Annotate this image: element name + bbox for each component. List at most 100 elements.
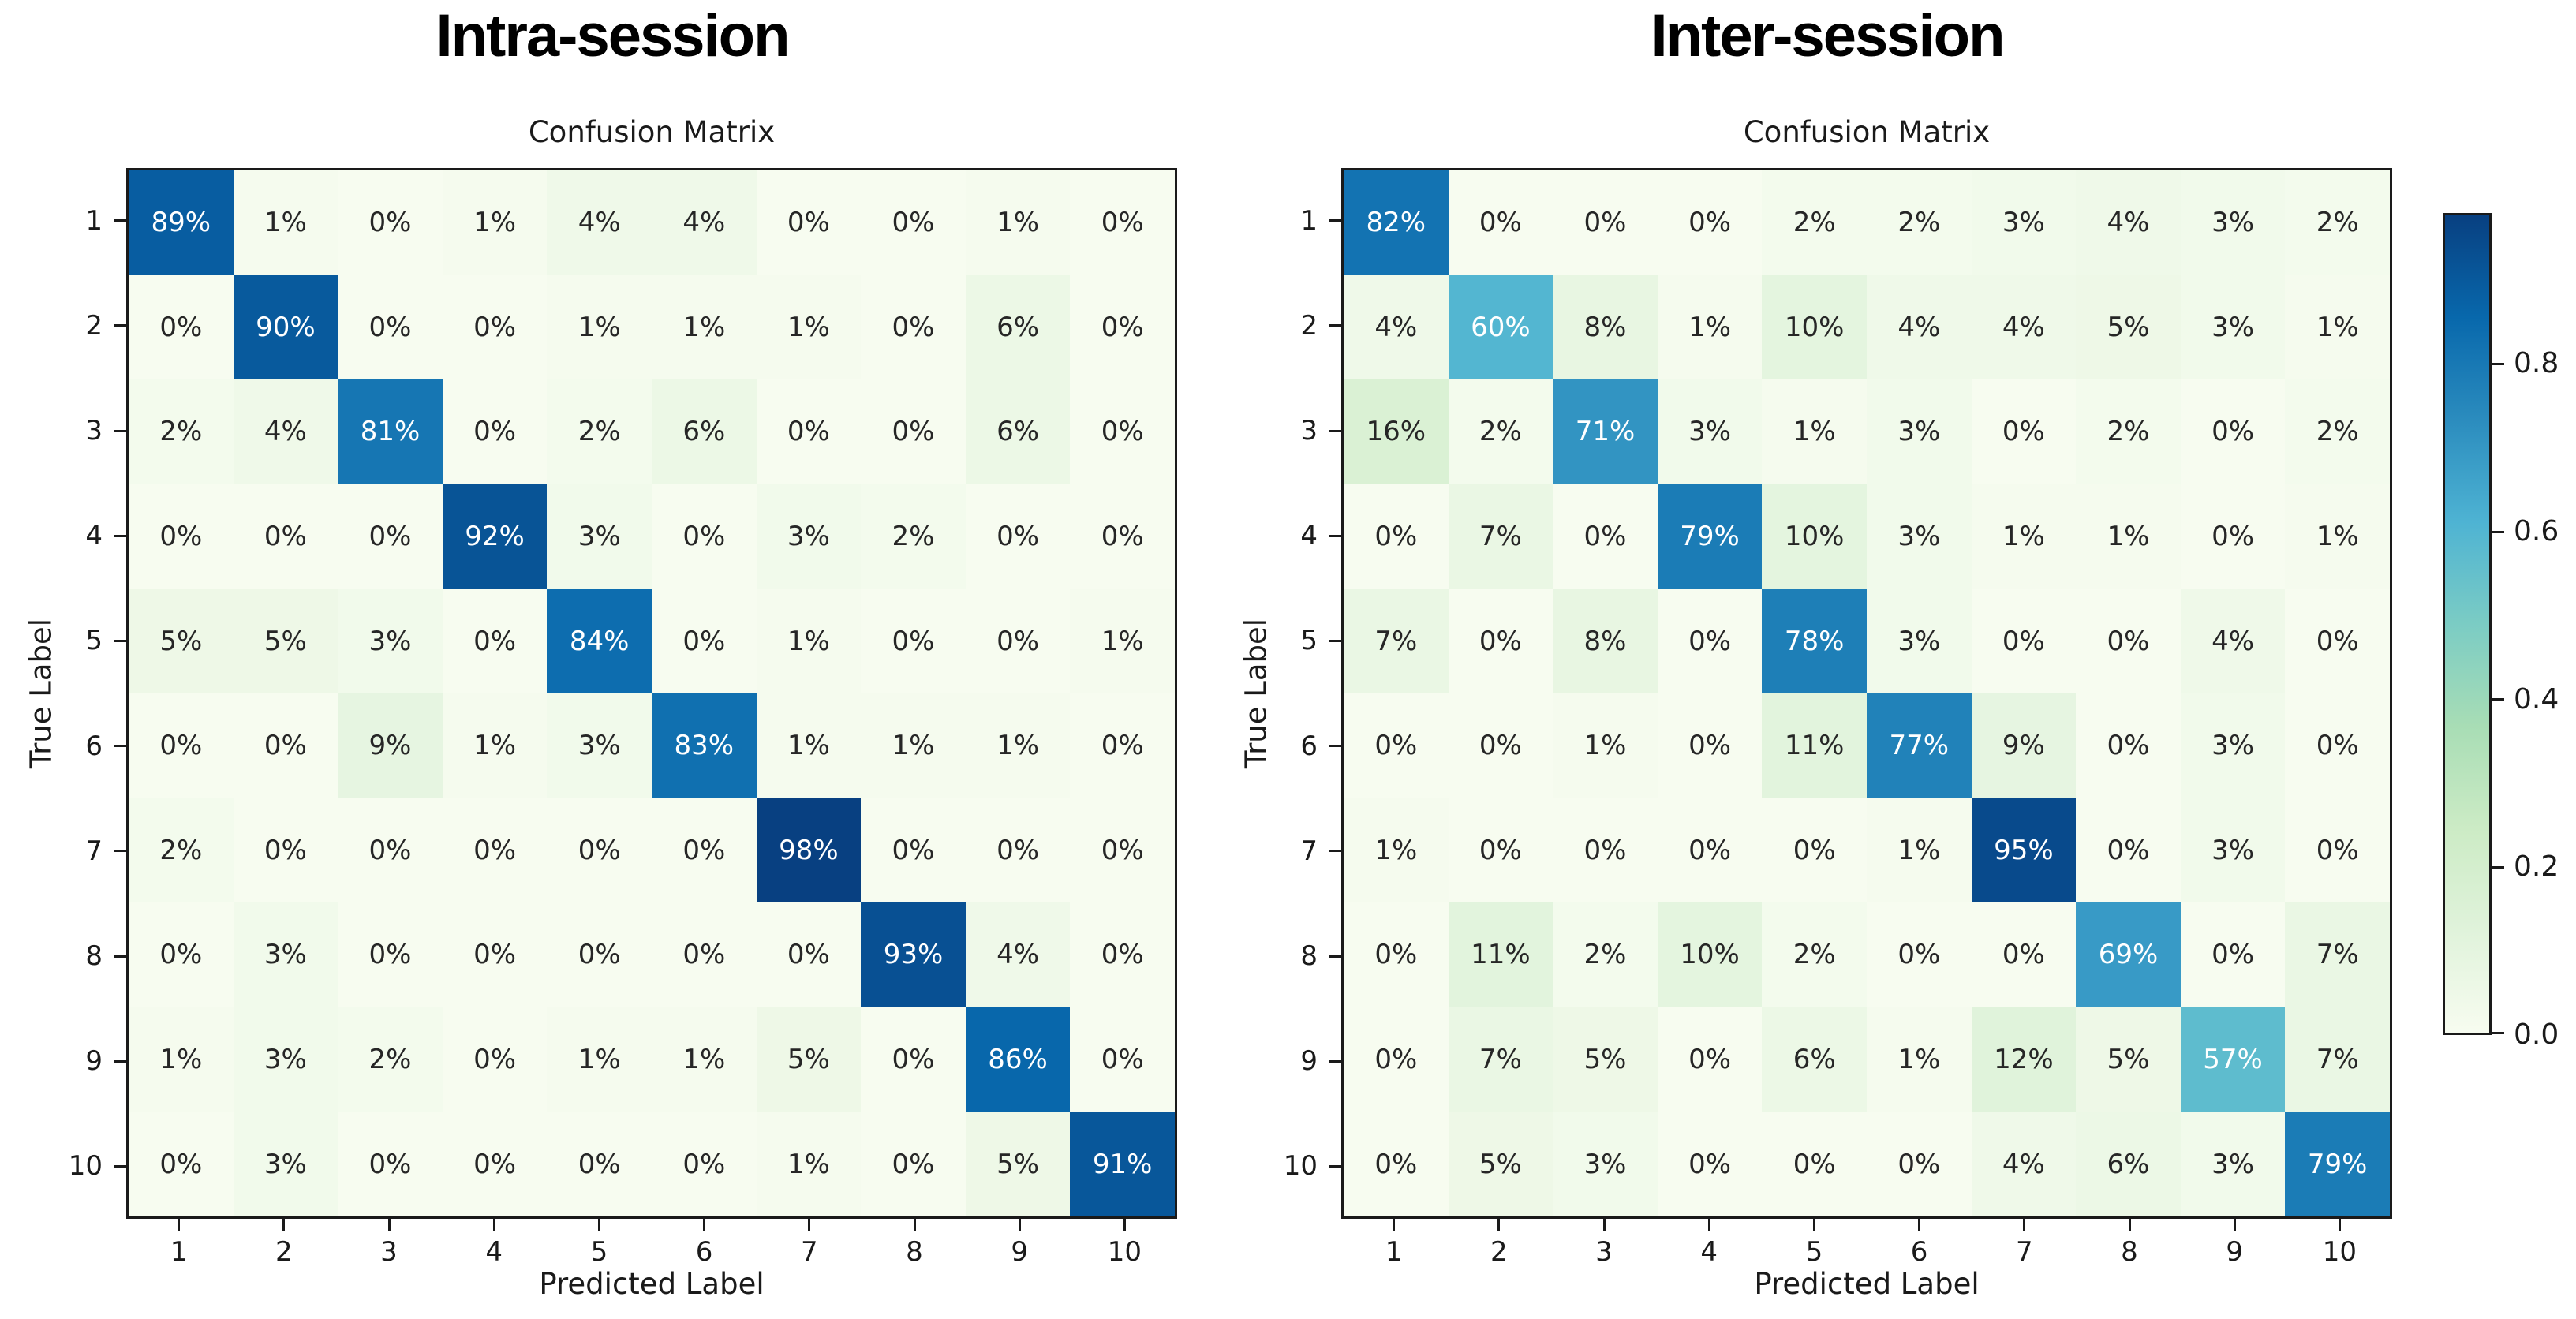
matrix-cell: 71% — [1553, 379, 1658, 484]
x-tick-label: 2 — [1490, 1236, 1508, 1268]
matrix-cell: 4% — [233, 379, 338, 484]
matrix-cell: 0% — [1070, 275, 1175, 380]
matrix-cell: 8% — [1553, 275, 1658, 380]
y-tick-mark — [1329, 639, 1341, 642]
x-tick-mark — [703, 1219, 706, 1231]
matrix-cell: 0% — [338, 798, 443, 903]
y-tick-label: 9 — [85, 1045, 103, 1078]
matrix-cell: 0% — [861, 1007, 966, 1112]
matrix-cell: 0% — [1762, 1112, 1867, 1216]
matrix-cell: 0% — [1344, 693, 1449, 798]
y-tick-label: 3 — [85, 415, 103, 447]
x-tick-mark — [1393, 1219, 1396, 1231]
y-tick-label: 2 — [1300, 309, 1318, 342]
matrix-cell: 2% — [2285, 170, 2390, 275]
x-tick-label: 1 — [1385, 1236, 1403, 1268]
panel-title: Intra-session — [436, 2, 790, 69]
matrix-cell: 0% — [1553, 798, 1658, 903]
matrix-cell: 0% — [965, 798, 1071, 903]
matrix-cell: 3% — [1867, 484, 1972, 589]
y-tick-label: 1 — [1300, 204, 1318, 237]
x-tick-label: 8 — [906, 1236, 923, 1268]
y-tick-label: 5 — [85, 625, 103, 657]
x-tick-mark — [1018, 1219, 1021, 1231]
matrix-cell: 82% — [1344, 170, 1449, 275]
matrix-cell: 9% — [338, 693, 443, 798]
matrix-cell: 6% — [652, 379, 757, 484]
colorbar-tick-label: 0.6 — [2514, 515, 2559, 548]
y-tick-label: 6 — [85, 730, 103, 762]
matrix-cell: 5% — [965, 1112, 1071, 1216]
matrix-cell: 2% — [2285, 379, 2390, 484]
matrix-cell: 0% — [547, 902, 652, 1007]
matrix-cell: 0% — [2285, 798, 2390, 903]
matrix-cell: 0% — [338, 1112, 443, 1216]
matrix-cell: 0% — [2180, 902, 2286, 1007]
matrix-cell: 2% — [861, 484, 966, 589]
y-tick-mark — [114, 534, 126, 537]
x-tick-mark — [492, 1219, 495, 1231]
y-tick-label: 10 — [68, 1150, 103, 1183]
matrix-cell: 0% — [233, 798, 338, 903]
y-tick-mark — [114, 745, 126, 748]
matrix-cell: 0% — [442, 902, 548, 1007]
matrix-cell: 0% — [2076, 589, 2181, 693]
matrix-cell: 1% — [1344, 798, 1449, 903]
matrix-cell: 1% — [547, 275, 652, 380]
matrix-cell: 4% — [1971, 1112, 2077, 1216]
matrix-cell: 3% — [1657, 379, 1763, 484]
x-tick-mark — [1602, 1219, 1606, 1231]
matrix-cell: 5% — [1553, 1007, 1658, 1112]
matrix-cell: 83% — [652, 693, 757, 798]
matrix-cell: 4% — [2180, 589, 2286, 693]
matrix-cell: 0% — [756, 379, 862, 484]
matrix-cell: 0% — [1657, 589, 1763, 693]
matrix-cell: 0% — [129, 484, 234, 589]
matrix-cell: 1% — [1657, 275, 1763, 380]
matrix-cell: 3% — [547, 484, 652, 589]
matrix-cell: 78% — [1762, 589, 1867, 693]
matrix-cell: 0% — [338, 170, 443, 275]
y-tick-mark — [114, 1059, 126, 1063]
matrix-cell: 2% — [547, 379, 652, 484]
matrix-cell: 0% — [652, 1112, 757, 1216]
matrix-cell: 89% — [129, 170, 234, 275]
matrix-cell: 1% — [233, 170, 338, 275]
x-tick-label: 4 — [485, 1236, 503, 1268]
matrix-cell: 3% — [233, 902, 338, 1007]
matrix-cell: 0% — [965, 589, 1071, 693]
matrix-cell: 0% — [338, 484, 443, 589]
matrix-cell: 0% — [2076, 798, 2181, 903]
colorbar-tick-mark — [2492, 362, 2504, 365]
matrix-cell: 1% — [965, 693, 1071, 798]
matrix-cell: 3% — [756, 484, 862, 589]
x-tick-label: 9 — [1011, 1236, 1028, 1268]
colorbar-gradient — [2445, 215, 2489, 1033]
x-tick-label: 5 — [1805, 1236, 1823, 1268]
matrix-cell: 0% — [129, 693, 234, 798]
matrix-cell: 0% — [1657, 693, 1763, 798]
x-tick-label: 7 — [800, 1236, 818, 1268]
matrix-cell: 0% — [1448, 798, 1553, 903]
matrix-cell: 9% — [1971, 693, 2077, 798]
matrix-cell: 1% — [547, 1007, 652, 1112]
x-tick-mark — [1497, 1219, 1501, 1231]
matrix-cell: 0% — [1448, 693, 1553, 798]
y-tick-mark — [114, 429, 126, 432]
matrix-cell: 2% — [2076, 379, 2181, 484]
matrix-cell: 79% — [2285, 1112, 2390, 1216]
matrix-cell: 1% — [1070, 589, 1175, 693]
matrix-cell: 0% — [442, 275, 548, 380]
matrix-cell: 1% — [861, 693, 966, 798]
matrix-cell: 0% — [129, 1112, 234, 1216]
y-tick-label: 3 — [1300, 415, 1318, 447]
matrix-cell: 0% — [442, 798, 548, 903]
matrix-cell: 0% — [1971, 902, 2077, 1007]
matrix-cell: 0% — [2285, 693, 2390, 798]
matrix-cell: 4% — [965, 902, 1071, 1007]
matrix-cell: 10% — [1762, 275, 1867, 380]
matrix-cell: 6% — [2076, 1112, 2181, 1216]
x-tick-label: 6 — [1910, 1236, 1928, 1268]
matrix-cell: 5% — [2076, 275, 2181, 380]
